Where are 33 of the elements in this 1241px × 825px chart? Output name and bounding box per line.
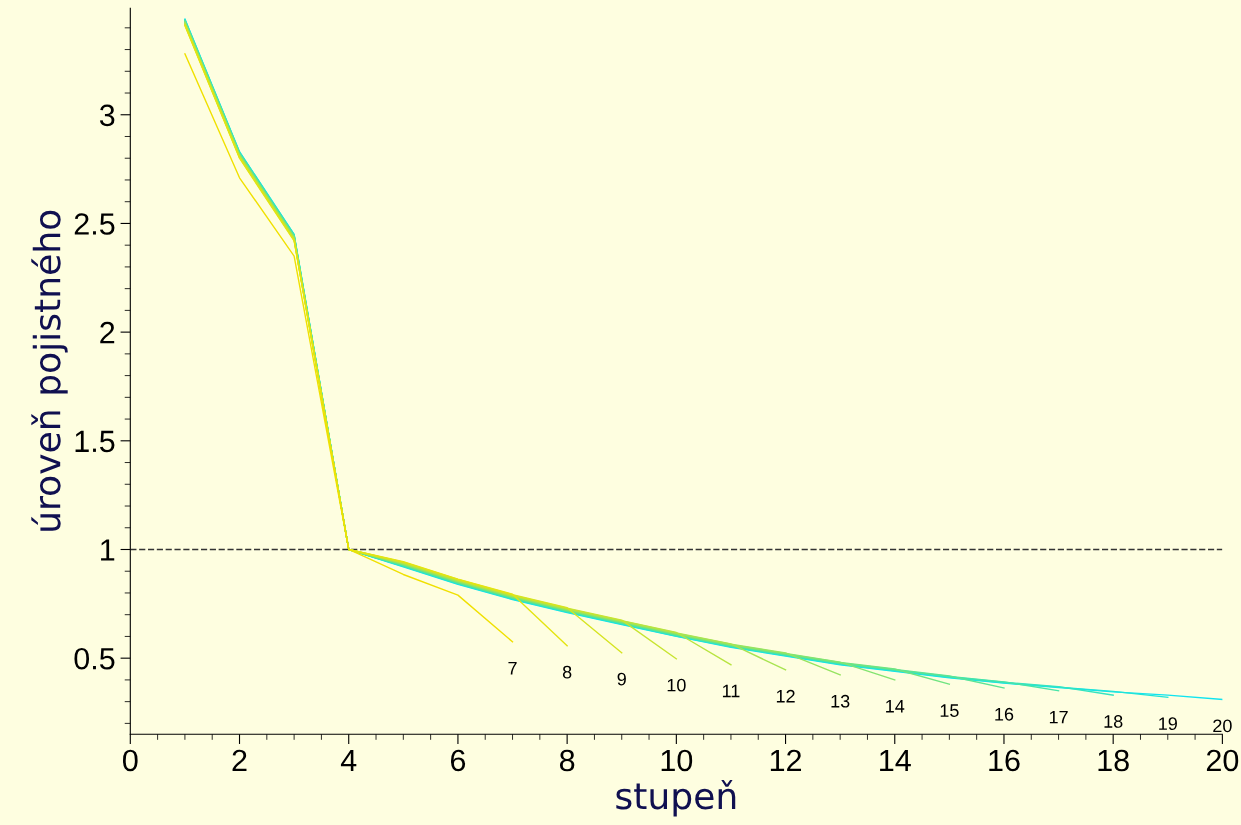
series-label: 19: [1159, 717, 1177, 730]
x-tick-label: 18: [1098, 749, 1129, 772]
x-tick-label: 16: [989, 749, 1020, 772]
series-label: 11: [722, 684, 740, 698]
x-tick-label: 14: [880, 749, 911, 771]
series-label: 16: [995, 707, 1014, 721]
series-label: 12: [776, 689, 795, 703]
y-tick-label: 1: [101, 539, 115, 561]
x-axis-title: stupeň: [616, 780, 736, 817]
series-label: 9: [617, 672, 626, 686]
y-tick-label: 0.5: [74, 647, 115, 670]
x-tick-label: 8: [559, 749, 575, 772]
y-tick-label: 3: [99, 104, 115, 127]
y-tick-label: 2.5: [74, 213, 115, 235]
series-label: 7: [508, 661, 517, 675]
x-tick-label: 0: [123, 749, 138, 772]
series-label: 10: [667, 678, 686, 692]
series-label: 18: [1104, 715, 1123, 728]
x-tick-label: 6: [450, 749, 466, 772]
x-tick-label: 20: [1206, 749, 1239, 772]
series-label: 20: [1213, 719, 1232, 733]
x-tick-label: 4: [340, 749, 357, 771]
series-label: 17: [1049, 710, 1068, 724]
series-label: 15: [940, 704, 959, 717]
y-tick-label: 2: [100, 321, 115, 344]
x-tick-label: 10: [661, 749, 693, 772]
series-label: 13: [831, 694, 850, 708]
y-tick-label: 1.5: [75, 430, 115, 453]
series-label: 8: [562, 665, 572, 679]
x-tick-label: 12: [770, 749, 802, 771]
series-label: 14: [886, 700, 905, 713]
x-tick-label: 2: [232, 749, 247, 771]
y-axis-title: úroveň pojistného: [31, 210, 68, 531]
